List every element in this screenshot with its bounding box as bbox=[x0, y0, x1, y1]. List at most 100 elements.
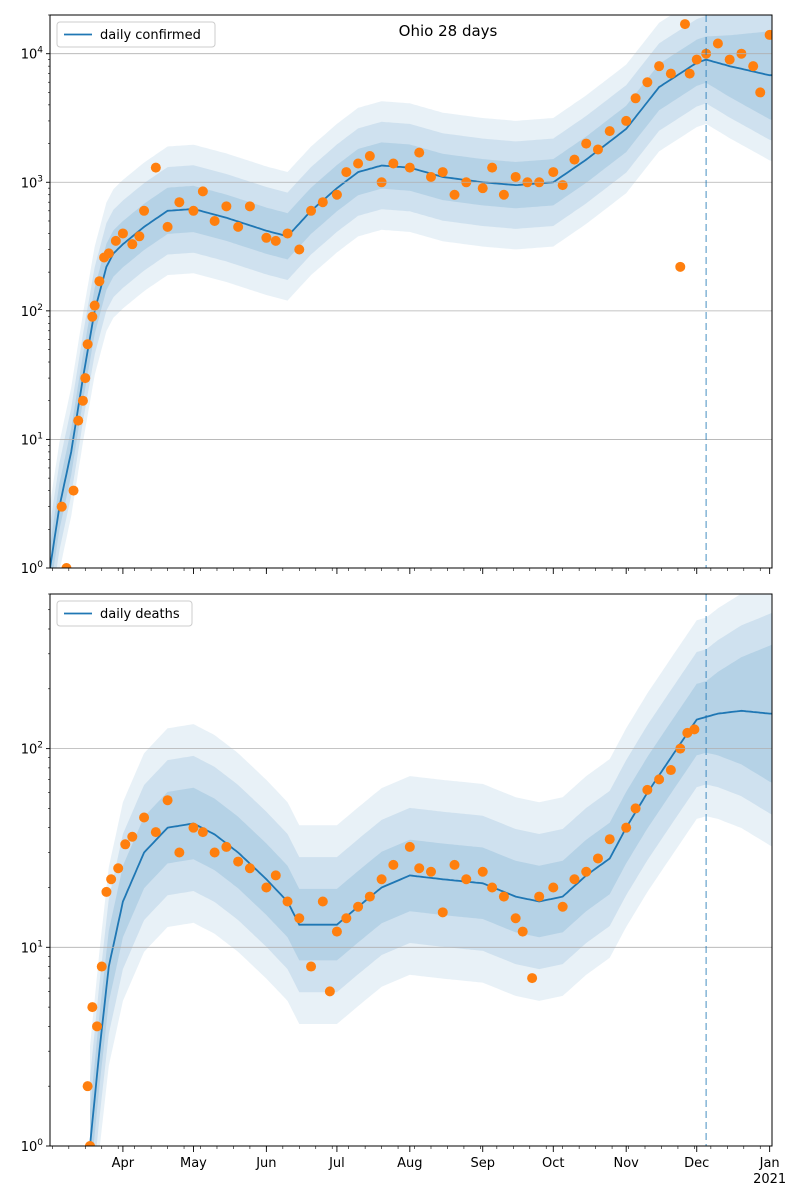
data-point bbox=[306, 961, 317, 972]
data-point bbox=[764, 29, 772, 40]
data-point bbox=[557, 901, 568, 912]
data-point bbox=[282, 228, 293, 239]
uncertainty-band-2 bbox=[90, 612, 772, 1146]
data-point bbox=[654, 774, 665, 785]
uncertainty-band-3 bbox=[90, 644, 772, 1146]
data-point bbox=[110, 235, 121, 246]
data-point bbox=[113, 863, 124, 874]
data-point bbox=[134, 231, 145, 242]
data-point bbox=[92, 1021, 103, 1032]
data-point bbox=[569, 154, 580, 165]
x-tick-label: Jul bbox=[328, 1156, 345, 1171]
data-point bbox=[244, 201, 255, 212]
data-point bbox=[117, 228, 128, 239]
x-tick-label: Apr bbox=[112, 1156, 135, 1171]
data-point bbox=[87, 1002, 98, 1013]
data-point bbox=[244, 863, 255, 874]
data-point bbox=[642, 784, 653, 795]
data-point bbox=[139, 205, 150, 216]
data-point bbox=[209, 215, 220, 226]
data-point bbox=[162, 221, 173, 232]
data-point bbox=[331, 189, 342, 200]
data-point bbox=[748, 61, 759, 72]
data-point bbox=[188, 205, 199, 216]
data-point bbox=[364, 891, 375, 902]
data-point bbox=[103, 248, 114, 259]
data-point bbox=[174, 847, 185, 858]
data-point bbox=[294, 913, 305, 924]
data-point bbox=[461, 874, 472, 885]
data-point bbox=[755, 87, 766, 98]
data-point bbox=[306, 205, 317, 216]
data-point bbox=[449, 189, 460, 200]
x-tick-label: Sep bbox=[470, 1156, 495, 1171]
data-point bbox=[270, 235, 281, 246]
x-tick-label: May bbox=[180, 1156, 207, 1171]
data-point bbox=[127, 239, 138, 250]
data-point bbox=[294, 244, 305, 255]
data-point bbox=[233, 856, 244, 867]
data-point bbox=[56, 501, 67, 512]
data-point bbox=[82, 1081, 93, 1092]
data-point bbox=[106, 874, 117, 885]
data-point bbox=[89, 300, 100, 311]
data-point bbox=[592, 853, 603, 864]
legend-box bbox=[56, 21, 216, 48]
data-point bbox=[94, 276, 105, 287]
data-point bbox=[139, 812, 150, 823]
data-point bbox=[150, 827, 161, 838]
x-tick-label: Oct bbox=[542, 1156, 564, 1171]
data-point bbox=[724, 54, 735, 65]
confirmed-panel: 100 101 102 103 104 Ohio 28 days daily confirm… bbox=[21, 14, 773, 577]
data-point bbox=[364, 151, 375, 162]
data-point bbox=[449, 859, 460, 870]
legend-label: daily confirmed bbox=[100, 28, 201, 43]
data-point bbox=[353, 158, 364, 169]
data-point bbox=[404, 841, 415, 852]
data-point bbox=[425, 171, 436, 182]
data-point bbox=[534, 891, 545, 902]
data-point bbox=[665, 765, 676, 776]
legend-label: daily deaths bbox=[100, 607, 180, 622]
data-point bbox=[96, 961, 107, 972]
data-point bbox=[388, 158, 399, 169]
data-point bbox=[679, 19, 690, 30]
uncertainty-band-2 bbox=[50, 15, 772, 568]
data-point bbox=[188, 822, 199, 833]
y-tick-label: 100 bbox=[21, 560, 44, 577]
data-point bbox=[581, 866, 592, 877]
data-point bbox=[487, 882, 498, 893]
data-point bbox=[376, 874, 387, 885]
data-point bbox=[684, 68, 695, 79]
data-point bbox=[510, 171, 521, 182]
data-point bbox=[425, 866, 436, 877]
uncertainty-band-3 bbox=[50, 30, 772, 568]
x-tick-label: Jun bbox=[255, 1156, 276, 1171]
data-point bbox=[331, 926, 342, 937]
plot-area bbox=[82, 594, 772, 1146]
data-point bbox=[317, 896, 328, 907]
y-tick-label: 100 bbox=[21, 1138, 44, 1155]
y-tick-label: 102 bbox=[21, 303, 43, 320]
data-point bbox=[197, 186, 208, 197]
plot-area bbox=[50, 15, 772, 568]
data-point bbox=[84, 1141, 95, 1146]
data-point bbox=[630, 803, 641, 814]
data-point bbox=[209, 847, 220, 858]
data-point bbox=[261, 882, 272, 893]
data-point bbox=[621, 115, 632, 126]
data-point bbox=[317, 197, 328, 208]
data-point bbox=[604, 834, 615, 845]
y-tick-label: 102 bbox=[21, 741, 43, 758]
data-point bbox=[61, 563, 72, 568]
data-point bbox=[569, 874, 580, 885]
chart-title: Ohio 28 days bbox=[399, 22, 498, 40]
data-point bbox=[77, 395, 88, 406]
data-point bbox=[233, 221, 244, 232]
x-tick-label: Aug bbox=[397, 1156, 422, 1171]
data-point bbox=[341, 913, 352, 924]
data-point bbox=[527, 973, 538, 984]
data-point bbox=[517, 926, 528, 937]
x-tick-label: Jan bbox=[759, 1156, 780, 1171]
data-point bbox=[689, 724, 700, 735]
